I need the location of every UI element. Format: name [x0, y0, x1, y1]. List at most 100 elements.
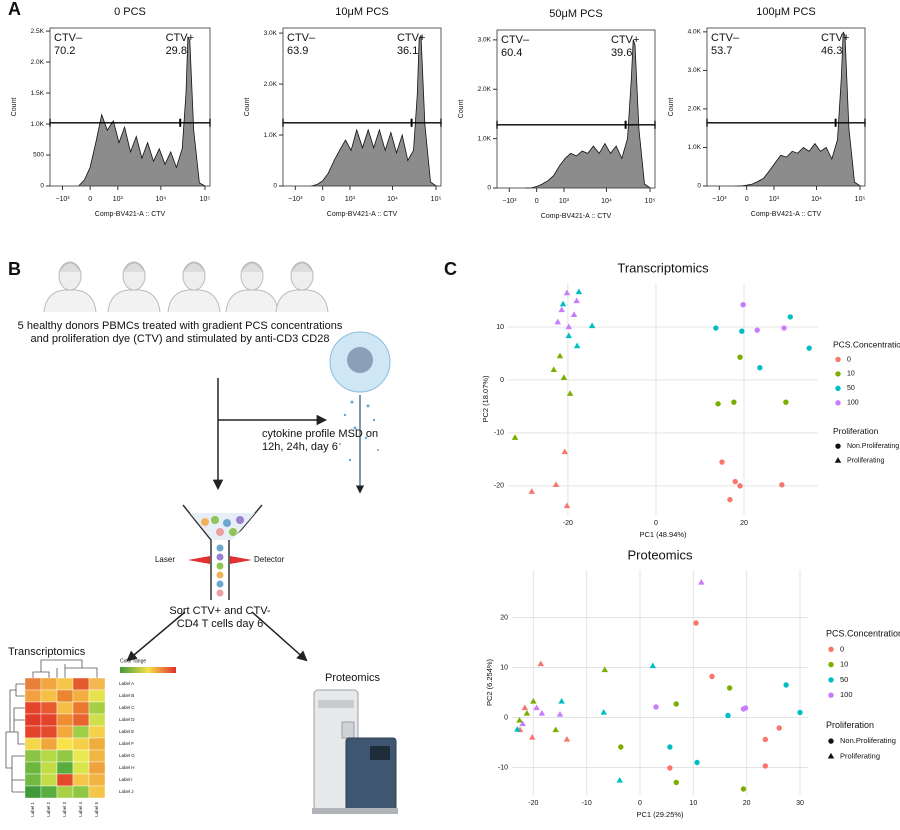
data-point [538, 709, 546, 716]
y-tick-label: 10 [500, 664, 508, 671]
x-tick-label: 10⁴ [811, 196, 822, 203]
heatmap-cell [88, 713, 106, 727]
heatmap-cell [40, 749, 58, 763]
data-point [565, 323, 573, 330]
detector-beam [230, 556, 252, 564]
gate-percent: 63.9 [287, 45, 308, 57]
legend-title: Proliferation [833, 426, 879, 436]
heatmap-cell [24, 737, 42, 751]
heatmap-cell [88, 737, 106, 751]
y-tick-label: 0 [500, 377, 504, 384]
heatmap-cell [88, 701, 106, 715]
legend-swatch [835, 356, 841, 363]
plot-frame [49, 27, 211, 187]
data-point [673, 779, 679, 786]
detector-label: Detector [254, 555, 285, 564]
omics-label: Transcriptomics [8, 646, 86, 658]
legend-swatch [835, 400, 841, 406]
legend-label: 100 [840, 690, 853, 699]
column-dendrogram [32, 659, 98, 678]
legend-label: Non.Proliferating [847, 443, 899, 450]
color-range-bar [120, 667, 176, 673]
legend-swatch [828, 738, 834, 744]
heatmap-cell [24, 677, 42, 691]
x-tick-label: −10³ [712, 196, 727, 203]
heatmap-cell [40, 701, 58, 715]
gate [625, 120, 656, 129]
cell-nucleus [347, 347, 373, 373]
data-point [694, 759, 700, 766]
heatmap-cell [56, 773, 74, 787]
y-tick-label: 3.0K [688, 67, 702, 74]
data-point [519, 720, 526, 727]
y-tick-label: -10 [498, 764, 508, 771]
heatmap-row-label: Label J [119, 789, 134, 794]
gate [282, 118, 412, 127]
legend-swatch [828, 692, 834, 698]
heatmap-row-label: Label F [119, 741, 134, 746]
data-point [719, 459, 725, 465]
heatmap-cell [56, 689, 74, 703]
data-point [673, 701, 679, 707]
data-point [552, 726, 559, 733]
gate-name: CTV+ [166, 32, 194, 44]
data-point [561, 448, 569, 455]
cytokine-text: cytokine profile MSD on 12h, 24h, day 6 [262, 428, 379, 453]
legend-label: 50 [847, 385, 855, 392]
heatmap-cell [40, 689, 58, 703]
gate-percent: 53.7 [711, 45, 732, 57]
gate [411, 118, 442, 127]
data-point [554, 318, 561, 325]
data-point [556, 710, 564, 717]
gate [496, 120, 626, 129]
y-tick-label: 1.0K [688, 144, 702, 151]
gate-percent: 46.3 [821, 45, 842, 57]
legend-label: 10 [847, 371, 855, 378]
heatmap-cell [56, 677, 74, 691]
legend-label: Proliferating [847, 457, 884, 464]
legend-label: 0 [847, 356, 851, 363]
heatmap-cell [72, 689, 90, 703]
x-tick-label: 10⁵ [645, 198, 656, 205]
data-point [588, 322, 596, 329]
y-tick-label: -20 [494, 483, 504, 490]
x-tick-label: -20 [563, 520, 573, 527]
gate [835, 118, 866, 127]
gate [706, 118, 836, 127]
heatmap-col-label: Label 3 [62, 802, 67, 817]
x-axis-label: PC1 (29.25%) [636, 810, 684, 819]
heatmap-col-label: Label 4 [78, 802, 83, 817]
histogram-area [735, 31, 861, 187]
gate-percent: 60.4 [501, 47, 522, 59]
data-point [762, 736, 769, 743]
y-tick-label: 3.0K [264, 30, 278, 37]
heatmap-cell [88, 749, 106, 763]
data-point [601, 666, 609, 673]
chart-title: 50μM PCS [549, 8, 602, 20]
x-tick-label: 0 [654, 520, 658, 527]
legend-swatch [828, 646, 834, 652]
x-tick-label: 0 [745, 196, 749, 203]
x-tick-label: 10⁴ [601, 198, 612, 205]
gate-name: CTV– [287, 32, 316, 44]
x-axis-label: Comp-BV421-A :: CTV [327, 211, 398, 218]
heatmap-row-label: Label B [119, 693, 134, 698]
data-point [667, 744, 673, 750]
heatmap-cell [56, 749, 74, 763]
data-point [616, 776, 623, 783]
histogram-area [525, 39, 651, 189]
heatmap-col-label: Label 5 [94, 802, 99, 817]
plot-frame [496, 29, 656, 189]
heatmap-cell [40, 725, 58, 739]
y-tick-label: -10 [494, 430, 504, 437]
data-point [781, 325, 787, 331]
heatmap-cell [88, 785, 106, 799]
x-tick-label: -10 [582, 800, 592, 807]
data-point [709, 673, 715, 680]
data-point [783, 399, 789, 405]
x-tick-label: 10 [689, 800, 697, 807]
gate-name: CTV– [711, 32, 740, 44]
data-point [667, 765, 673, 771]
x-tick-label: 20 [743, 800, 751, 807]
